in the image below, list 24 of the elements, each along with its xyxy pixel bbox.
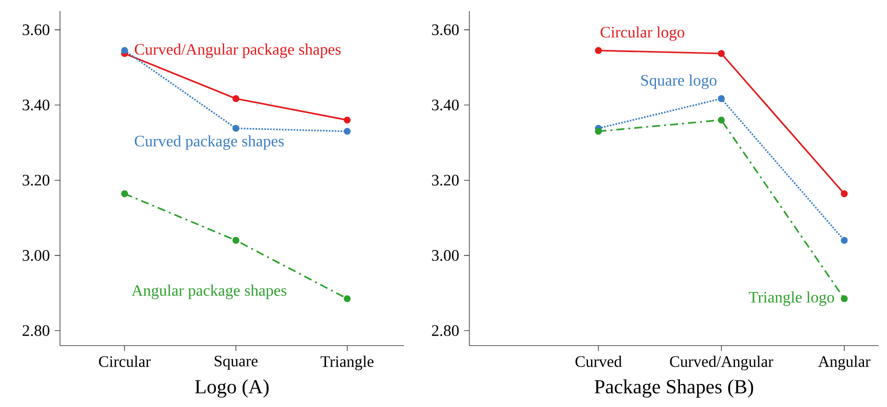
x-tick-label: Angular [818,356,870,370]
x-tick-label: Square [214,356,258,370]
x-tick-label: Circular [99,356,151,367]
series-label: Square logo [641,74,716,90]
series-label: Triangle logo [748,291,834,306]
y-tick-label: 2.80 [22,325,50,336]
y-tick-label: 3.00 [432,250,459,261]
y-tick-label: 3.40 [432,100,459,110]
x-tick-label: Curved [576,356,622,367]
series-label: Curved/Angular package shapes [134,44,341,58]
x-axis-title: Package Shapes (B) [594,379,754,398]
x-axis-title: Logo (A) [195,379,269,398]
y-tick-label: 3.40 [22,100,50,110]
y-tick-label: 3.20 [22,174,50,186]
series-label: Angular package shapes [132,284,286,300]
y-tick-label: 3.60 [22,24,50,36]
series-label: Curved package shapes [134,135,284,150]
y-tick-label: 3.20 [432,174,459,186]
y-tick-label: 2.80 [432,325,459,336]
x-tick-label: Curved/Angular [670,356,774,370]
y-tick-label: 3.60 [432,24,459,36]
y-tick-label: 3.00 [22,250,50,261]
x-tick-label: Triangle [320,356,374,370]
series-label: Circular logo [600,26,684,41]
